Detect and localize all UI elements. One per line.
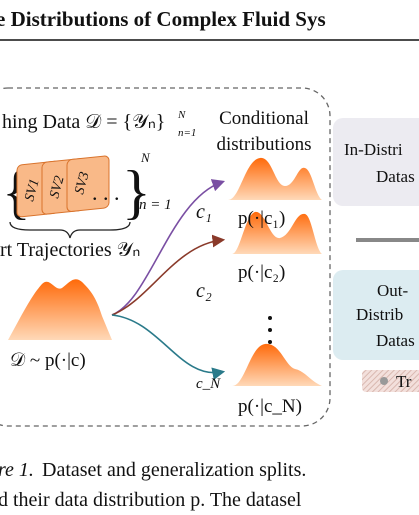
condition: c₁ <box>196 201 212 223</box>
title: e Distributions of Complex Fluid Sys <box>0 7 326 31</box>
caption-label: re 1. <box>0 459 34 481</box>
split-label: Out- <box>377 281 409 300</box>
conditional: Conditional <box>219 108 309 129</box>
dashed-box <box>0 87 331 427</box>
brace: } <box>122 159 151 225</box>
data-distribution <box>8 279 112 340</box>
card-label: SV2 <box>47 174 67 200</box>
cards: SV1 SV2 SV3 <box>16 155 110 218</box>
split-label: Datas <box>376 167 415 186</box>
card-label: SV1 <box>22 177 42 203</box>
distribution <box>232 343 322 386</box>
card <box>66 155 110 212</box>
conditional-p: p(·|c₁) <box>238 208 285 229</box>
distribution <box>228 157 322 200</box>
conditional: distributions <box>216 134 311 155</box>
brace-top: N <box>140 150 151 165</box>
caption-text: Dataset and generalization splits. <box>42 459 306 481</box>
sup: N <box>177 109 186 121</box>
caption-text: d their data distribution p. The datasel <box>0 489 302 511</box>
card-label: SV3 <box>72 170 92 196</box>
conditional-p: p(·|c_N) <box>238 396 302 417</box>
brace-bottom: n = 1 <box>139 197 172 213</box>
under-brace <box>9 221 131 239</box>
condition: c₂ <box>196 280 212 302</box>
legend-marker <box>380 377 388 385</box>
arrow <box>111 314 226 381</box>
legend-box <box>362 370 419 392</box>
arrow <box>111 234 226 316</box>
ellipsis: . . . <box>92 180 120 205</box>
legend-label: Tr <box>396 372 412 391</box>
in-dist-box <box>333 118 419 206</box>
arrow <box>111 179 226 316</box>
trajectories: rt Trajectories 𝒴ₙ <box>0 239 140 261</box>
training-data: hing Data 𝒟 = {𝒴ₙ} <box>2 111 165 133</box>
distribution <box>232 211 322 254</box>
sub: n=1 <box>178 127 196 139</box>
split-label: In-Distri <box>344 140 403 159</box>
ood-box <box>333 270 419 360</box>
dataset: 𝒟 ~ p(·|c) <box>10 350 86 371</box>
split-label: Datas <box>376 331 415 350</box>
conditional-p: p(·|c₂) <box>238 262 285 283</box>
condition: c_N <box>196 376 221 392</box>
split-label: Distrib <box>356 305 403 324</box>
vdots <box>268 316 272 344</box>
